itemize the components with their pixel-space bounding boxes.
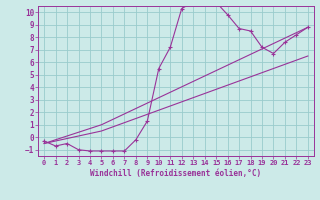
X-axis label: Windchill (Refroidissement éolien,°C): Windchill (Refroidissement éolien,°C) bbox=[91, 169, 261, 178]
